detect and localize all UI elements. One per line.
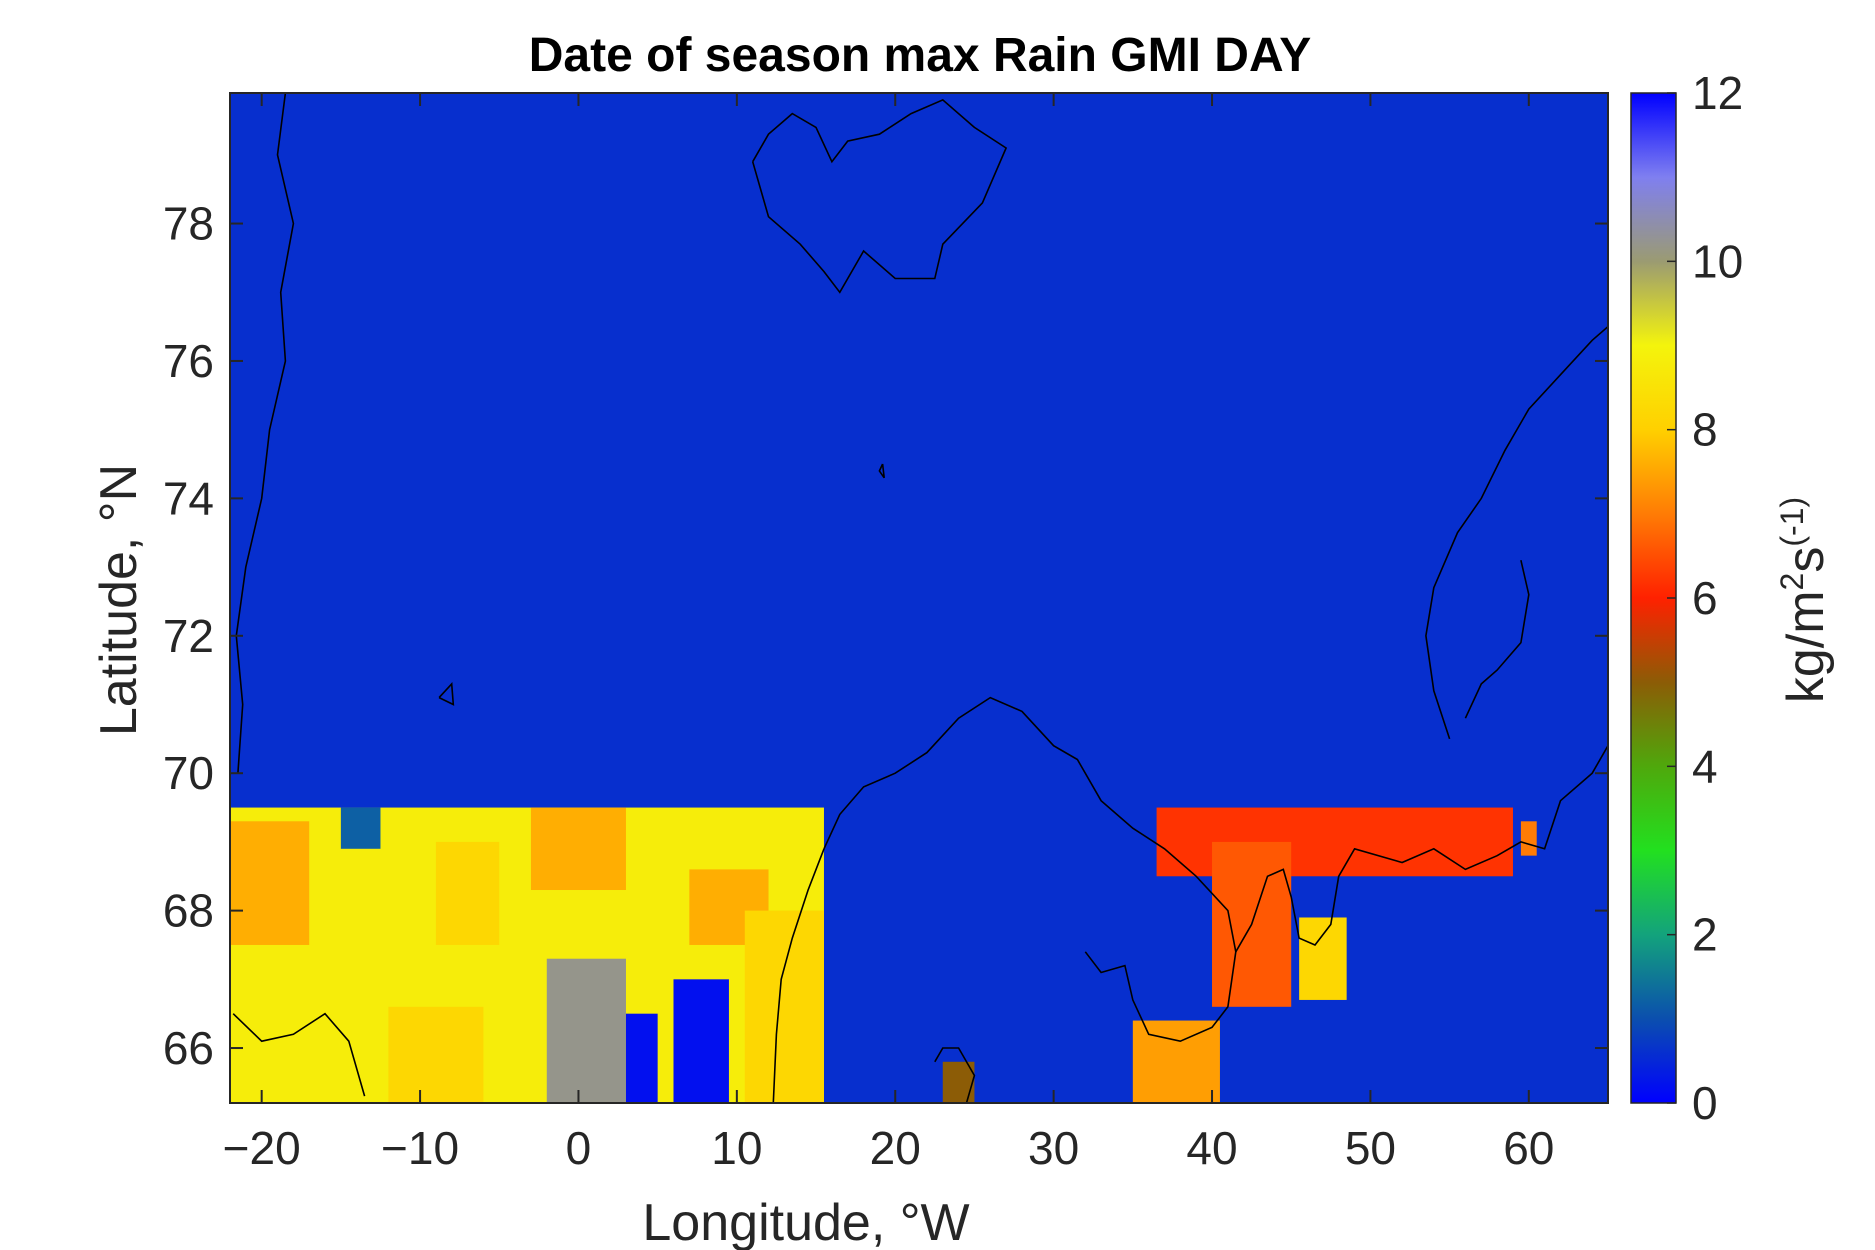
x-tick-label: 30 xyxy=(1028,1122,1079,1174)
plot-area xyxy=(230,93,1608,1103)
data-patch xyxy=(673,979,729,1103)
x-axis-label: Longitude, °W xyxy=(642,1194,969,1250)
colorbar-label: kg/m2s(-1) xyxy=(1774,497,1835,703)
coastline xyxy=(751,98,1008,294)
colorbar-ticks: 0 2 4 6 8 10 12 xyxy=(1667,67,1743,1129)
coastline xyxy=(772,848,825,1103)
data-regions xyxy=(230,807,1537,1103)
coastlines xyxy=(232,93,1608,1103)
y-tick-label: 68 xyxy=(163,885,214,937)
data-patch xyxy=(530,807,626,891)
chart-title: Date of season max Rain GMI DAY xyxy=(529,29,1311,82)
data-patch xyxy=(230,821,310,945)
coastline xyxy=(235,93,295,774)
x-tick-label: 50 xyxy=(1345,1122,1396,1174)
x-tick-label: 20 xyxy=(870,1122,921,1174)
y-tick-label: 76 xyxy=(163,335,214,387)
x-tick-label: −20 xyxy=(223,1122,301,1174)
coastline xyxy=(934,1047,976,1103)
coastline xyxy=(878,463,885,479)
data-patch xyxy=(388,1006,484,1103)
y-tick-label: 70 xyxy=(163,747,214,799)
coastline xyxy=(1425,325,1608,740)
y-axis-ticks: 66 68 70 72 74 76 78 xyxy=(163,198,1608,1074)
y-tick-label: 72 xyxy=(163,610,214,662)
coastline xyxy=(1464,560,1530,719)
colorbar-tick-label: 10 xyxy=(1692,235,1743,287)
colorbar-tick-label: 2 xyxy=(1692,909,1718,961)
y-tick-label: 66 xyxy=(163,1022,214,1074)
colorbar-label-time: s xyxy=(1777,547,1835,573)
data-region xyxy=(1520,821,1537,856)
coastline xyxy=(438,682,455,706)
colorbar-tick-label: 0 xyxy=(1692,1077,1718,1129)
colorbar-label-superscript: 2 xyxy=(1774,573,1810,591)
colorbar-label-unit: kg/m xyxy=(1777,590,1835,703)
colorbar-tick-label: 8 xyxy=(1692,404,1718,456)
y-tick-label: 78 xyxy=(163,198,214,250)
y-axis-label: Latitude, °N xyxy=(90,464,148,736)
y-tick-label: 74 xyxy=(163,472,214,524)
data-region xyxy=(230,807,824,1103)
x-tick-label: 60 xyxy=(1503,1122,1554,1174)
data-patch xyxy=(340,807,381,849)
colorbar-tick-label: 4 xyxy=(1692,740,1718,792)
data-patch xyxy=(744,910,824,1103)
data-patch xyxy=(435,841,500,945)
coastline xyxy=(232,1012,366,1097)
data-region xyxy=(1132,1020,1220,1103)
data-patch xyxy=(546,958,626,1103)
colorbar-tick-label: 6 xyxy=(1692,572,1718,624)
colorbar-tick-label: 12 xyxy=(1692,67,1743,119)
x-tick-label: −10 xyxy=(381,1122,459,1174)
colorbar-label-exponent: (-1) xyxy=(1774,497,1810,547)
data-patch xyxy=(625,1013,658,1103)
coastline xyxy=(823,696,1237,1043)
x-axis-ticks: −20 −10 0 10 20 30 40 50 60 xyxy=(223,93,1554,1174)
coastline xyxy=(1235,745,1608,953)
data-region xyxy=(1299,917,1347,1000)
x-tick-label: 10 xyxy=(711,1122,762,1174)
plot-frame xyxy=(229,92,1609,1104)
x-tick-label: 0 xyxy=(566,1122,592,1174)
x-tick-label: 40 xyxy=(1186,1122,1237,1174)
